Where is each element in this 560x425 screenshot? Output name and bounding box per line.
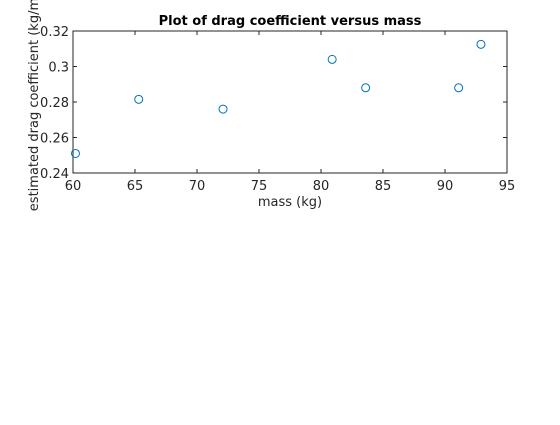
chart-title: Plot of drag coefficient versus mass xyxy=(159,14,422,29)
data-point xyxy=(361,83,371,93)
x-tick-label: 80 xyxy=(313,179,330,194)
y-tick-label: 0.32 xyxy=(40,25,69,40)
plot-area xyxy=(72,30,508,174)
y-tick-label: 0.26 xyxy=(40,132,69,147)
y-tick-label: 0.3 xyxy=(48,61,69,76)
data-point xyxy=(476,39,486,49)
y-tick-label: 0.28 xyxy=(40,96,69,111)
y-axis-label: estimated drag coefficient (kg/m) xyxy=(27,0,42,211)
data-point xyxy=(134,94,144,104)
x-tick-label: 65 xyxy=(127,179,144,194)
x-tick-label: 75 xyxy=(251,179,268,194)
y-tick-label: 0.24 xyxy=(40,167,69,182)
x-tick-label: 60 xyxy=(65,179,82,194)
x-tick-label: 70 xyxy=(189,179,206,194)
data-point xyxy=(70,148,80,158)
x-tick-label: 85 xyxy=(375,179,392,194)
x-tick-label: 90 xyxy=(437,179,454,194)
x-axis: 60 65 70 75 80 85 90 95 xyxy=(65,31,516,194)
data-point xyxy=(327,54,337,64)
data-point xyxy=(218,104,228,114)
y-axis: 0.24 0.26 0.28 0.3 0.32 xyxy=(40,25,507,182)
data-point xyxy=(454,83,464,93)
x-tick-label: 95 xyxy=(499,179,516,194)
data-points xyxy=(70,39,486,158)
x-axis-label: mass (kg) xyxy=(258,195,322,210)
